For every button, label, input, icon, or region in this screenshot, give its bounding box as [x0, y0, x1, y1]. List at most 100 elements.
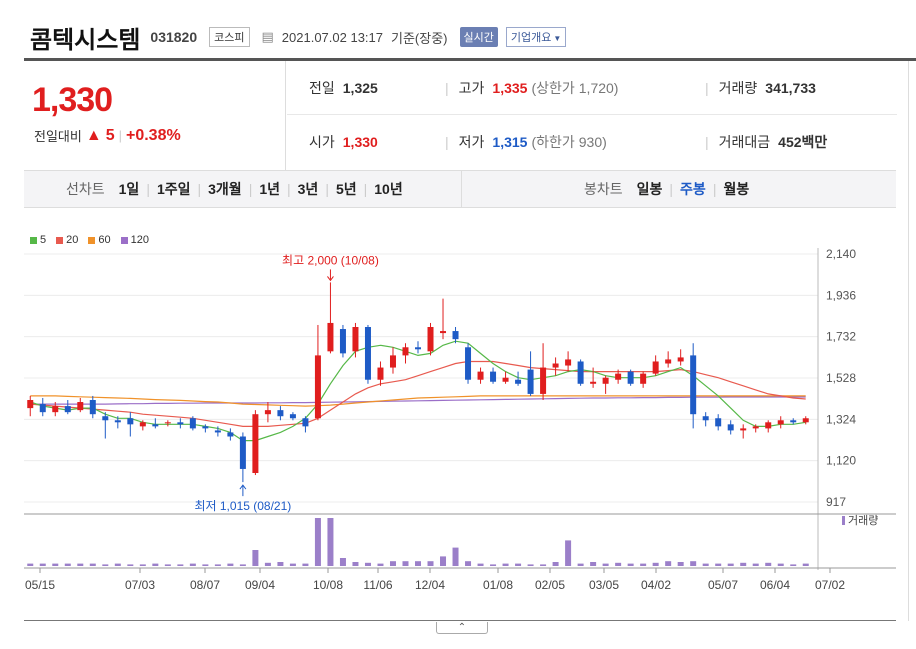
candle-body — [64, 406, 71, 413]
volume-bar — [377, 563, 384, 566]
volume-bar — [665, 561, 672, 566]
candle-body — [627, 371, 634, 384]
amount-unit: 백만 — [801, 134, 828, 150]
prev-close: 전일 1,325 — [309, 78, 378, 98]
volume-bar — [552, 562, 559, 566]
volume-bar — [202, 564, 209, 566]
candle-body — [590, 381, 597, 384]
ma-line-ma5 — [30, 340, 806, 442]
y-tick-label: 1,120 — [826, 454, 856, 468]
volume-bar — [389, 561, 396, 566]
collapse-chart-button[interactable]: ⌃ — [436, 622, 488, 634]
volume-bar — [214, 564, 221, 566]
candle-body — [314, 355, 321, 419]
market-badge: 코스피 — [209, 27, 250, 47]
candle-body — [152, 424, 159, 427]
candle-period-tab[interactable]: 일봉 — [636, 181, 663, 197]
candle-body — [615, 373, 622, 380]
volume-bar — [114, 563, 121, 566]
candle-body — [490, 371, 497, 382]
volume-bar — [39, 563, 46, 566]
x-tick-label: 09/04 — [245, 578, 275, 592]
candle-body — [540, 367, 547, 394]
candle-body — [27, 400, 34, 409]
candle-body — [214, 430, 221, 433]
legend-swatch-ma60 — [88, 236, 96, 244]
volume-label: 거래량 — [848, 514, 878, 527]
line-period-tab[interactable]: 3년 — [297, 181, 319, 197]
volume-bar — [777, 563, 784, 566]
volume-bar — [52, 563, 59, 566]
volume-bar — [590, 562, 597, 566]
quote-summary: 전일 1,325 | 고가 1,335 (상한가 1,720) | 거래량 34… — [287, 61, 897, 170]
open-price: 시가 1,330 — [309, 132, 378, 152]
quote-datetime: 2021.07.02 13:17 — [281, 29, 384, 45]
volume-bar — [252, 550, 259, 566]
line-period-tab[interactable]: 1년 — [259, 181, 280, 197]
volume-bar — [452, 547, 459, 566]
candle-body — [677, 357, 684, 362]
volume-bar — [790, 564, 797, 566]
candle-body — [389, 355, 396, 368]
volume-bar — [239, 564, 246, 566]
low-price: | 저가 1,315 (하한가 930) — [435, 132, 607, 152]
volume-bar — [615, 562, 622, 566]
candle-period-tab[interactable]: 월봉 — [723, 181, 750, 197]
volume-bar — [527, 564, 534, 566]
side-panel-edge — [908, 61, 916, 621]
company-overview-button[interactable]: 기업개요 ▼ — [505, 27, 567, 47]
ma-line-ma120 — [30, 396, 806, 405]
line-period-tab[interactable]: 5년 — [335, 181, 357, 197]
calendar-icon: ▤ — [261, 29, 274, 44]
cell-divider: | — [445, 134, 449, 150]
volume-bar — [440, 556, 447, 566]
change-value: 5 — [105, 126, 115, 144]
candle-body — [565, 359, 572, 366]
stock-code: 031820 — [150, 29, 198, 45]
candle-body — [327, 322, 334, 352]
volume-bar — [402, 561, 409, 566]
volume-bar — [752, 563, 759, 566]
candle-chart-tabs: 봉차트 일봉 | 주봉 | 월봉 — [584, 171, 749, 207]
candle-body — [465, 347, 472, 380]
volume-bar — [515, 563, 522, 566]
candle-body — [727, 424, 734, 431]
realtime-button[interactable]: 실시간 — [459, 27, 498, 47]
volume-bar — [27, 563, 34, 566]
volume-bar — [677, 562, 684, 566]
volume-bar — [652, 562, 659, 566]
price-chart[interactable]: 2,140 1,936 1,732 1,528 1,324 1,120 917 최고 2,00… — [0, 236, 916, 596]
candle-body — [177, 422, 184, 425]
volume-bar — [139, 564, 146, 566]
line-period-tab[interactable]: 1주일 — [156, 181, 191, 197]
candle-body — [665, 359, 672, 364]
candle-body — [127, 418, 134, 425]
volume-bar — [715, 563, 722, 566]
volume-bar — [577, 563, 584, 566]
candle-body — [402, 347, 409, 356]
candle-period-tab[interactable]: 주봉 — [680, 181, 706, 197]
open-label: 시가 — [309, 134, 335, 150]
low-arrowhead — [239, 484, 247, 490]
upper-limit-value: 1,720) — [578, 79, 619, 96]
volume-value: 341,733 — [765, 79, 816, 96]
volume-bar — [339, 558, 346, 566]
stock-name[interactable]: 콤텍시스템 — [30, 26, 141, 54]
prev-close-label: 전일 — [309, 79, 335, 96]
high-value: 1,335 — [492, 79, 528, 96]
company-overview-label: 기업개요 — [510, 32, 552, 44]
x-tick-label: 06/04 — [760, 578, 790, 592]
volume: | 거래량 341,733 — [695, 78, 816, 98]
x-tick-label: 07/02 — [815, 578, 845, 592]
lower-limit-value: 930) — [578, 134, 607, 150]
line-period-tab[interactable]: 1일 — [118, 181, 140, 197]
candle-body — [765, 422, 772, 429]
volume-bar — [565, 540, 572, 566]
legend-swatch-ma120 — [120, 236, 128, 244]
summary-row-2: 시가 1,330 | 저가 1,315 (하한가 930) | 거래대금 452… — [287, 115, 897, 169]
change-separator: | — [118, 128, 122, 143]
line-period-tab[interactable]: 10년 — [374, 181, 403, 197]
line-period-tab[interactable]: 3개월 — [208, 181, 242, 197]
open-value: 1,330 — [342, 134, 378, 150]
candle-body — [364, 327, 371, 380]
